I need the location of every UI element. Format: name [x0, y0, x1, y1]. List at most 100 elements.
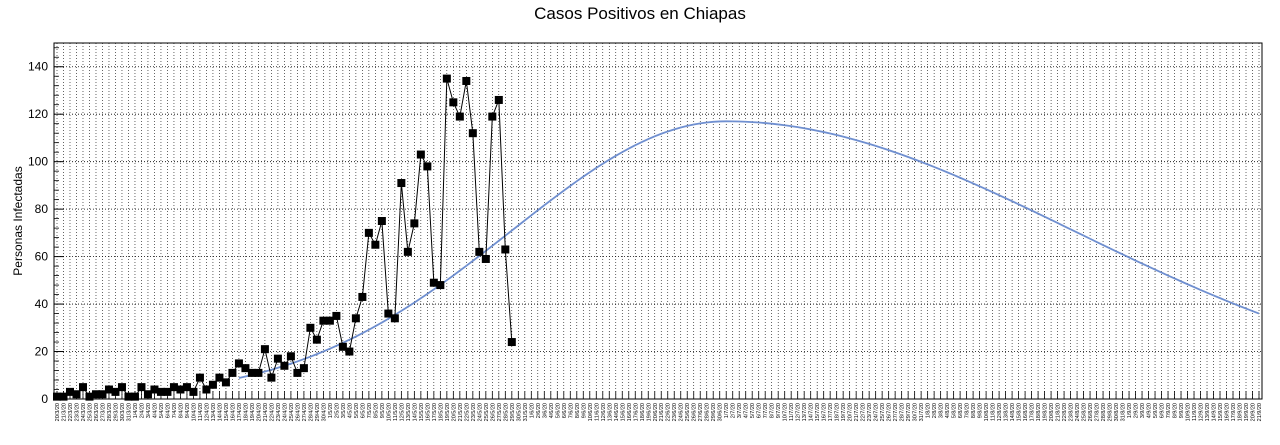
x-tick-label: 27/5/20 [497, 403, 503, 421]
data-point [345, 347, 354, 356]
x-tick-label: 10/7/20 [783, 403, 789, 421]
x-tick-label: 1/9/20 [1127, 403, 1133, 418]
data-point [364, 228, 373, 237]
x-tick-label: 29/7/20 [906, 403, 912, 421]
x-tick-label: 15/6/20 [620, 403, 626, 421]
x-tick-label: 16/8/20 [1023, 403, 1029, 421]
x-tick-label: 15/9/20 [1218, 403, 1224, 421]
x-tick-label: 24/3/20 [81, 403, 87, 421]
x-tick-label: 28/3/20 [107, 403, 113, 421]
x-tick-label: 15/4/20 [224, 403, 230, 421]
x-tick-label: 24/8/20 [1075, 403, 1081, 421]
x-tick-label: 4/4/20 [152, 403, 158, 418]
data-point [72, 390, 81, 399]
x-tick-label: 20/6/20 [653, 403, 659, 421]
data-point [91, 390, 100, 399]
data-point [507, 338, 516, 347]
x-tick-label: 15/5/20 [419, 403, 425, 421]
x-tick-label: 1/6/20 [529, 403, 535, 418]
x-tick-label: 22/8/20 [1062, 403, 1068, 421]
data-point [117, 383, 126, 392]
x-tick-label: 29/8/20 [1108, 403, 1114, 421]
x-tick-label: 7/8/20 [965, 403, 971, 418]
data-point [319, 316, 328, 325]
x-tick-label: 30/6/20 [718, 403, 724, 421]
data-point [98, 390, 107, 399]
y-tick-label: 40 [35, 297, 49, 311]
data-point [481, 254, 490, 263]
x-tick-label: 27/8/20 [1095, 403, 1101, 421]
x-tick-label: 11/4/20 [198, 403, 204, 421]
x-tick-label: 23/5/20 [471, 403, 477, 421]
x-tick-label: 8/8/20 [971, 403, 977, 418]
x-tick-label: 8/9/20 [1173, 403, 1179, 418]
data-point [189, 387, 198, 396]
x-tick-label: 22/5/20 [464, 403, 470, 421]
data-point [182, 383, 191, 392]
data-point [410, 219, 419, 228]
data-point [397, 179, 406, 188]
x-tick-label: 8/5/20 [373, 403, 379, 418]
data-point [65, 387, 74, 396]
y-tick-label: 140 [28, 60, 48, 74]
x-tick-label: 25/8/20 [1082, 403, 1088, 421]
x-tick-label: 10/8/20 [984, 403, 990, 421]
data-point [195, 373, 204, 382]
x-tick-label: 9/5/20 [380, 403, 386, 418]
data-series-layer [53, 74, 516, 401]
data-point [111, 387, 120, 396]
x-tick-label: 7/5/20 [367, 403, 373, 418]
fit-curve-layer [238, 120, 1260, 379]
x-tick-label: 27/6/20 [698, 403, 704, 421]
x-tick-label: 23/3/20 [74, 403, 80, 421]
x-tick-label: 18/4/20 [243, 403, 249, 421]
x-tick-label: 4/8/20 [945, 403, 951, 418]
x-tick-label: 13/9/20 [1205, 403, 1211, 421]
data-point [254, 368, 263, 377]
x-tick-label: 4/9/20 [1147, 403, 1153, 418]
x-tick-label: 30/8/20 [1114, 403, 1120, 421]
data-point [169, 383, 178, 392]
x-tick-label: 5/5/20 [354, 403, 360, 418]
x-tick-label: 31/5/20 [523, 403, 529, 421]
x-tick-label: 26/8/20 [1088, 403, 1094, 421]
x-tick-label: 17/5/20 [432, 403, 438, 421]
x-tick-label: 5/6/20 [555, 403, 561, 418]
data-point [338, 342, 347, 351]
data-point [221, 378, 230, 387]
x-tick-label: 8/6/20 [575, 403, 581, 418]
x-tick-label: 13/8/20 [1004, 403, 1010, 421]
data-point [78, 383, 87, 392]
x-tick-label: 9/7/20 [776, 403, 782, 418]
x-tick-label: 9/9/20 [1179, 403, 1185, 418]
x-tick-label: 12/4/20 [204, 403, 210, 421]
x-tick-label: 9/8/20 [978, 403, 984, 418]
plot-frame [53, 42, 1263, 400]
data-point [143, 390, 152, 399]
x-tick-label: 30/3/20 [120, 403, 126, 421]
x-tick-label: 25/4/20 [289, 403, 295, 421]
x-tick-label: 20/9/20 [1251, 403, 1257, 421]
x-tick-label: 20/5/20 [451, 403, 457, 421]
x-tick-label: 18/8/20 [1036, 403, 1042, 421]
x-tick-label: 17/9/20 [1231, 403, 1237, 421]
data-point [423, 162, 432, 171]
x-tick-label: 3/9/20 [1140, 403, 1146, 418]
x-tick-label: 10/4/20 [191, 403, 197, 421]
x-tick-label: 6/6/20 [562, 403, 568, 418]
data-point [488, 112, 497, 121]
x-tick-label: 11/7/20 [789, 403, 795, 421]
x-tick-label: 31/8/20 [1121, 403, 1127, 421]
x-tick-label: 18/6/20 [640, 403, 646, 421]
x-tick-label: 21/3/20 [61, 403, 67, 421]
data-point [202, 385, 211, 394]
x-tick-label: 7/9/20 [1166, 403, 1172, 418]
data-point [273, 354, 282, 363]
data-point [390, 314, 399, 323]
data-point [462, 76, 471, 85]
x-tick-label: 19/8/20 [1043, 403, 1049, 421]
x-tick-label: 1/4/20 [133, 403, 139, 418]
data-point [215, 373, 224, 382]
data-point [325, 316, 334, 325]
